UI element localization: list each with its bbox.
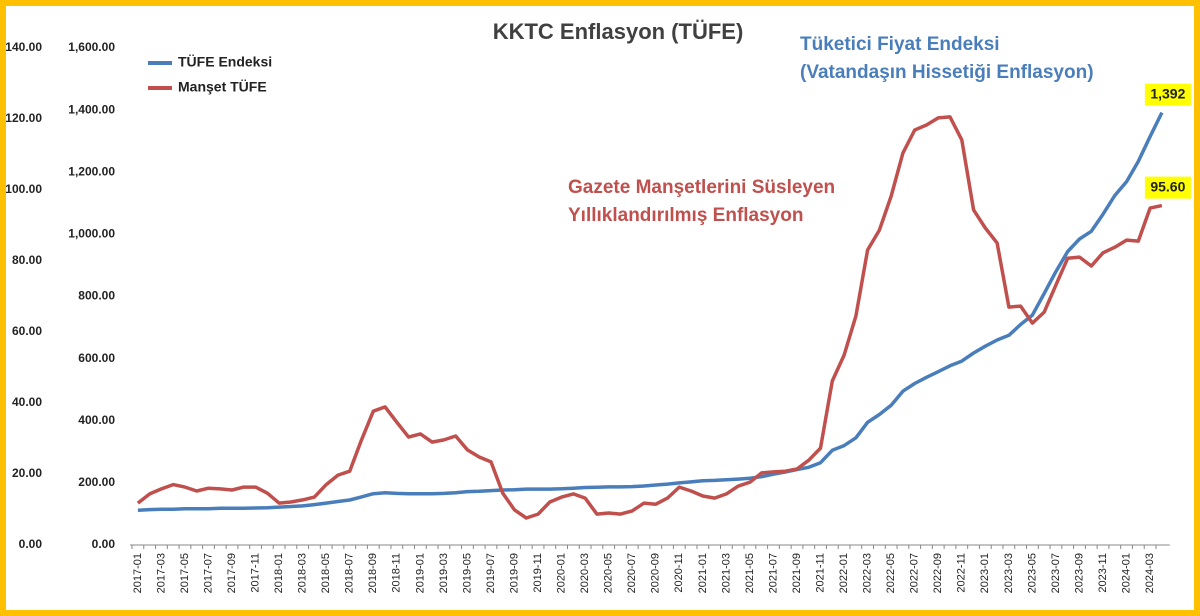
y2-tick-label: 40.00 xyxy=(12,395,42,409)
x-tick-label: 2023-05 xyxy=(1026,553,1038,593)
value-label: 95.60 xyxy=(1150,178,1185,194)
x-tick-label: 2019-07 xyxy=(485,553,497,593)
x-tick-label: 2022-03 xyxy=(862,553,874,593)
x-tick-label: 2018-07 xyxy=(344,553,356,593)
x-tick-label: 2021-05 xyxy=(744,553,756,593)
annotation: (Vatandaşın Hissetiği Enflasyon) xyxy=(800,62,1094,83)
x-tick-label: 2021-03 xyxy=(720,553,732,593)
y-tick-label: 1,000.00 xyxy=(68,227,115,241)
x-tick-label: 2019-01 xyxy=(414,553,426,593)
y2-tick-label: 120.00 xyxy=(5,111,42,125)
y2-tick-label: 80.00 xyxy=(12,253,42,267)
x-tick-label: 2022-11 xyxy=(956,553,968,593)
y-tick-label: 1,200.00 xyxy=(68,164,115,178)
series-line xyxy=(137,111,1164,512)
x-tick-label: 2022-09 xyxy=(932,553,944,593)
y-tick-label: 1,400.00 xyxy=(68,102,115,116)
annotation: Tüketici Fiyat Endeksi xyxy=(800,34,1000,55)
x-tick-label: 2017-01 xyxy=(132,553,144,593)
x-tick-label: 2023-09 xyxy=(1073,553,1085,593)
x-tick-label: 2021-01 xyxy=(697,553,709,593)
value-label-box xyxy=(1144,83,1191,106)
x-tick-label: 2018-05 xyxy=(320,553,332,593)
annotation: Gazete Manşetlerini Süsleyen xyxy=(568,177,835,198)
x-tick-label: 2019-09 xyxy=(508,553,520,593)
x-tick-label: 2024-01 xyxy=(1120,553,1132,593)
annotation: Yıllıklandırılmış Enflasyon xyxy=(568,205,803,226)
y2-tick-label: 20.00 xyxy=(12,466,42,480)
x-tick-label: 2019-11 xyxy=(532,553,544,593)
legend-label: Manşet TÜFE xyxy=(178,79,267,95)
y-tick-label: 400.00 xyxy=(78,413,115,427)
x-tick-label: 2018-09 xyxy=(367,553,379,593)
x-tick-label: 2021-11 xyxy=(814,553,826,593)
x-tick-label: 2023-03 xyxy=(1003,553,1015,593)
x-tick-label: 2023-07 xyxy=(1050,553,1062,593)
x-tick-label: 2024-03 xyxy=(1144,553,1156,593)
x-tick-label: 2017-09 xyxy=(226,553,238,593)
y-tick-label: 800.00 xyxy=(78,289,115,303)
x-tick-label: 2017-11 xyxy=(249,553,261,593)
chart-title: KKTC Enflasyon (TÜFE) xyxy=(493,19,744,44)
x-tick-label: 2017-05 xyxy=(179,553,191,593)
legend-label: TÜFE Endeksi xyxy=(178,54,272,70)
x-tick-label: 2017-03 xyxy=(155,553,167,593)
y-tick-label: 0.00 xyxy=(92,537,116,551)
x-tick-label: 2020-07 xyxy=(626,553,638,593)
x-tick-label: 2020-11 xyxy=(673,553,685,593)
x-tick-label: 2021-07 xyxy=(767,553,779,593)
x-tick-label: 2019-05 xyxy=(461,553,473,593)
x-tick-label: 2022-01 xyxy=(838,553,850,593)
x-tick-label: 2018-03 xyxy=(297,553,309,593)
value-label: 1,392 xyxy=(1150,85,1185,101)
x-tick-label: 2020-05 xyxy=(603,553,615,593)
x-tick-label: 2020-01 xyxy=(556,553,568,593)
x-tick-label: 2019-03 xyxy=(438,553,450,593)
y-tick-label: 1,600.00 xyxy=(68,40,115,54)
y2-tick-label: 60.00 xyxy=(12,324,42,338)
y-tick-label: 600.00 xyxy=(78,351,115,365)
y-tick-label: 200.00 xyxy=(78,475,115,489)
x-tick-label: 2023-01 xyxy=(979,553,991,593)
y2-tick-label: 140.00 xyxy=(5,40,42,54)
x-tick-label: 2021-09 xyxy=(791,553,803,593)
value-label-box xyxy=(1144,176,1191,199)
x-tick-label: 2022-07 xyxy=(909,553,921,593)
y2-tick-label: 0.00 xyxy=(19,537,43,551)
x-tick-label: 2020-09 xyxy=(650,553,662,593)
x-tick-label: 2020-03 xyxy=(579,553,591,593)
x-tick-label: 2022-05 xyxy=(885,553,897,593)
x-tick-label: 2023-11 xyxy=(1097,553,1109,593)
x-tick-label: 2018-01 xyxy=(273,553,285,593)
x-tick-label: 2018-11 xyxy=(391,553,403,593)
x-tick-label: 2017-07 xyxy=(202,553,214,593)
y2-tick-label: 100.00 xyxy=(5,182,42,196)
series-line xyxy=(136,115,1163,520)
